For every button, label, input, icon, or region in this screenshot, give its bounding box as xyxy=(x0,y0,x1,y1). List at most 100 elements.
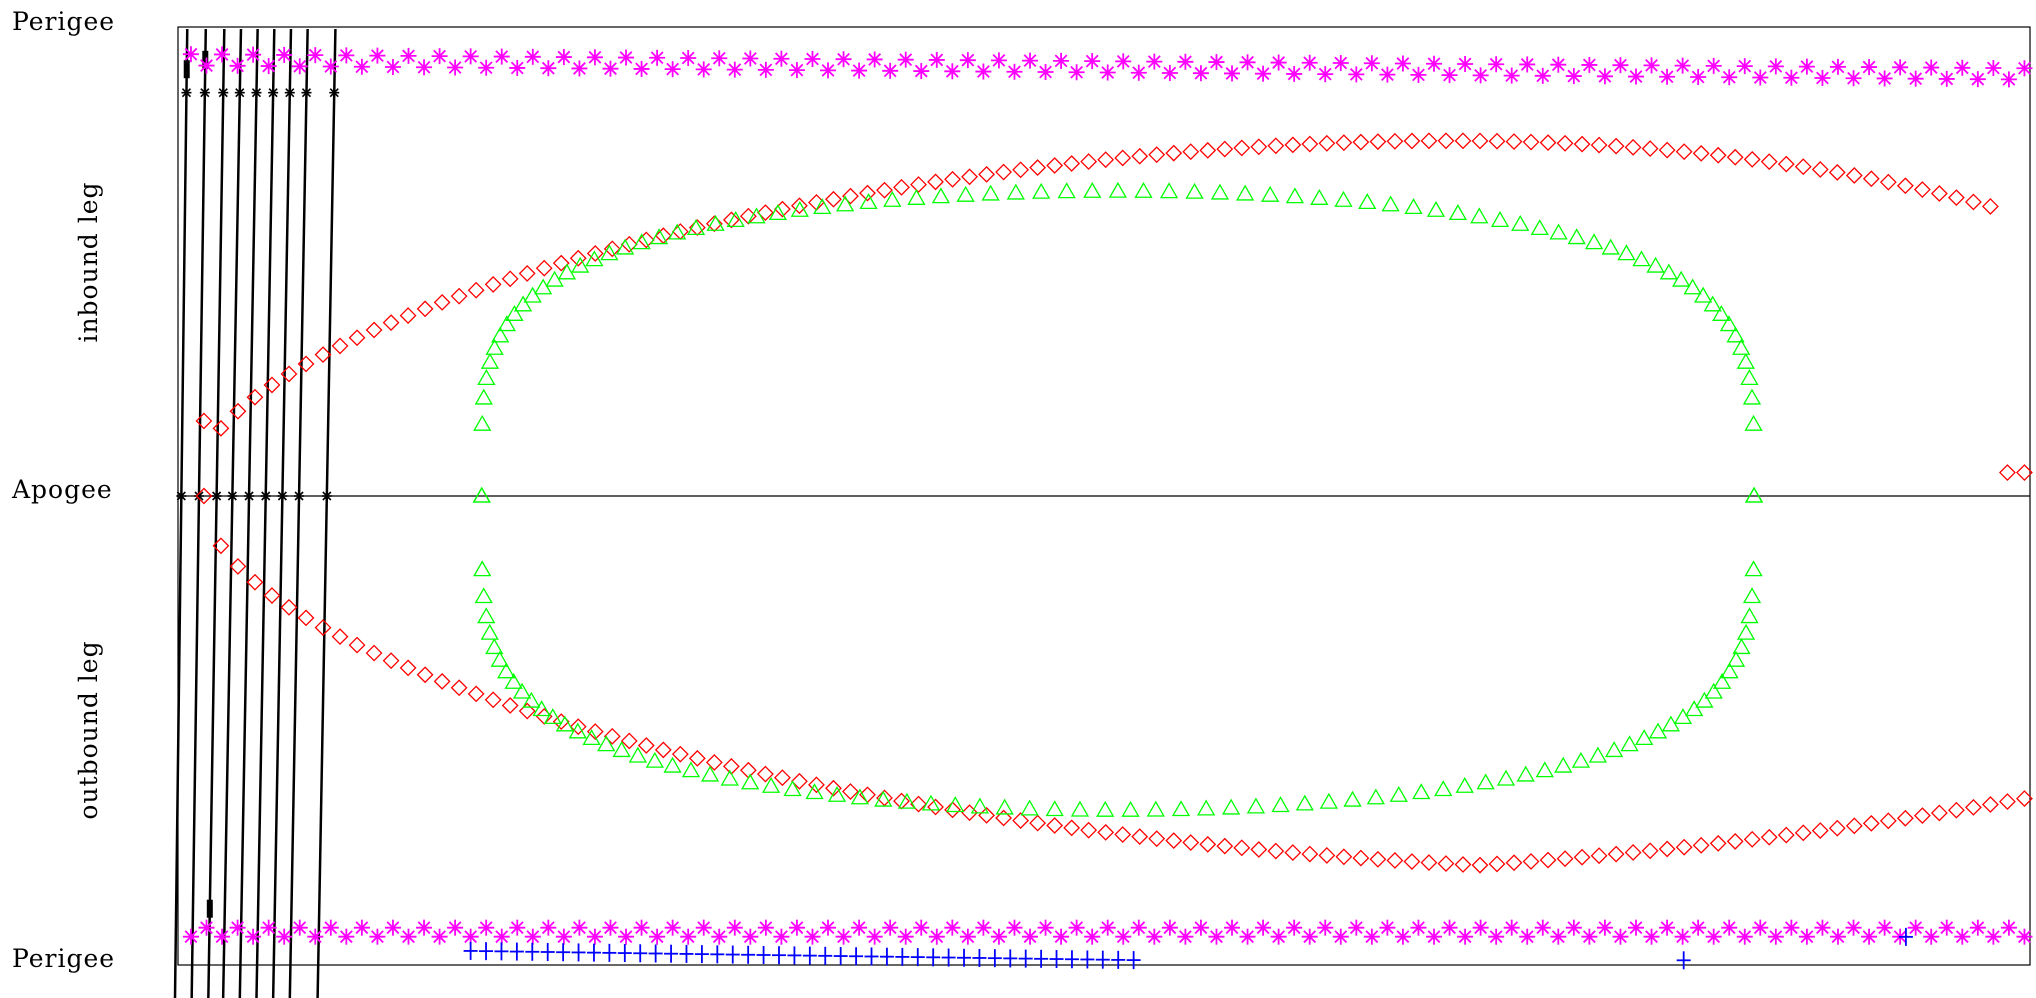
blue-plus-0-17 xyxy=(725,945,740,964)
red-diamond-in-98 xyxy=(1862,170,1880,188)
green-triangle-in-39 xyxy=(1108,181,1128,198)
magenta-asterisk-top-95 xyxy=(1659,68,1676,85)
red-diamond-in-26 xyxy=(637,231,655,249)
red-diamond-in-71 xyxy=(1403,132,1421,150)
green-triangle-in-3 xyxy=(477,369,496,386)
blue-plus-0-30 xyxy=(926,948,941,967)
red-diamond-out-71 xyxy=(1403,853,1421,870)
magenta-asterisk-bottom-104 xyxy=(1798,928,1815,945)
green-triangle-in-13 xyxy=(557,263,577,280)
magenta-asterisk-bottom-69 xyxy=(1255,919,1272,936)
red-diamond-out-10 xyxy=(365,644,383,662)
magenta-asterisk-top-47 xyxy=(913,63,930,80)
red-diamond-out-12 xyxy=(399,659,417,677)
magenta-asterisk-top-55 xyxy=(1037,64,1054,81)
green-triangle-in-16 xyxy=(600,244,619,261)
red-diamond-out-16 xyxy=(467,685,485,703)
red-diamond-in-86 xyxy=(1658,141,1676,159)
magenta-asterisk-top-41 xyxy=(820,62,837,79)
green-triangle-out-38 xyxy=(1070,800,1090,817)
red-diamond-in-33 xyxy=(756,204,774,222)
green-triangle-out-6 xyxy=(490,650,509,667)
green-triangle-out-43 xyxy=(1197,799,1216,816)
red-diamond-in-10 xyxy=(365,321,383,339)
magenta-asterisk-top-39 xyxy=(788,62,805,79)
red-diamond-out-66 xyxy=(1318,847,1336,864)
red-diamond-out-61 xyxy=(1233,839,1251,857)
green-triangle-out-62 xyxy=(1605,741,1624,758)
magenta-asterisk-top-98 xyxy=(1705,57,1722,74)
green-triangle-out-15 xyxy=(582,729,601,746)
red-diamond-in-13 xyxy=(416,300,434,318)
green-triangle-out-20 xyxy=(663,756,682,773)
magenta-asterisk-bottom-32 xyxy=(680,928,697,945)
magenta-asterisk-top-40 xyxy=(804,50,821,67)
magenta-asterisk-top-94 xyxy=(1643,57,1660,74)
magenta-asterisk-bottom-37 xyxy=(757,919,774,936)
magenta-asterisk-top-97 xyxy=(1690,69,1707,86)
red-diamond-out-35 xyxy=(791,772,808,790)
magenta-asterisk-top-100 xyxy=(1736,58,1753,75)
magenta-asterisk-top-30 xyxy=(649,49,666,66)
magenta-asterisk-top-105 xyxy=(1814,69,1831,86)
red-diamond-in-74 xyxy=(1454,132,1472,150)
magenta-asterisk-bottom-76 xyxy=(1363,928,1380,945)
magenta-asterisk-bottom-105 xyxy=(1814,919,1831,936)
green-triangle-out-3 xyxy=(477,607,496,624)
green-triangle-in-59 xyxy=(1567,228,1586,245)
black-asterisk-8-0 xyxy=(329,87,340,98)
magenta-asterisk-bottom-83 xyxy=(1472,919,1489,936)
blue-plus-0-5 xyxy=(540,942,555,961)
green-triangle-in-57 xyxy=(1530,219,1549,236)
green-triangle-out-2 xyxy=(474,587,493,604)
blue-plus-0-42 xyxy=(1111,950,1126,969)
green-triangle-out-12 xyxy=(543,708,562,725)
green-triangle-in-25 xyxy=(768,204,788,221)
magenta-asterisk-top-78 xyxy=(1394,55,1411,72)
red-diamond-in-94 xyxy=(1794,158,1812,176)
green-triangle-in-6 xyxy=(491,326,510,343)
red-diamond-in-35 xyxy=(791,197,808,215)
magenta-asterisk-top-71 xyxy=(1286,65,1303,82)
magenta-asterisk-bottom-58 xyxy=(1084,928,1101,945)
red-diamond-in-14 xyxy=(433,293,451,311)
green-triangle-out-28 xyxy=(827,785,847,802)
green-triangle-out-52 xyxy=(1412,783,1431,800)
green-triangle-in-0 xyxy=(472,486,491,503)
green-triangle-out-44 xyxy=(1222,798,1241,815)
red-diamond-in-29 xyxy=(688,219,706,237)
red-diamond-out-21 xyxy=(552,713,570,731)
black-tick-1 xyxy=(202,50,209,69)
magenta-asterisk-top-29 xyxy=(633,60,650,77)
magenta-asterisk-bottom-67 xyxy=(1224,919,1241,936)
magenta-asterisk-top-104 xyxy=(1798,58,1815,75)
magenta-asterisk-bottom-106 xyxy=(1829,928,1846,945)
red-diamond-in-17 xyxy=(484,275,502,293)
green-triangle-in-63 xyxy=(1632,250,1651,267)
magenta-asterisk-bottom-97 xyxy=(1690,919,1707,936)
magenta-asterisk-top-9 xyxy=(322,58,339,75)
red-diamond-out-48 xyxy=(1012,812,1030,829)
magenta-asterisk-bottom-95 xyxy=(1659,919,1676,936)
green-triangle-in-15 xyxy=(585,250,604,267)
magenta-asterisk-bottom-84 xyxy=(1488,928,1505,945)
blue-plus-0-1 xyxy=(479,942,494,961)
red-diamond-in-12 xyxy=(399,307,417,325)
magenta-asterisk-bottom-74 xyxy=(1332,928,1349,945)
green-triangle-out-75 xyxy=(1736,623,1756,640)
red-diamond-in-30 xyxy=(705,215,723,233)
green-triangle-out-63 xyxy=(1620,735,1639,752)
magenta-asterisk-bottom-91 xyxy=(1596,919,1613,936)
red-diamond-out-15 xyxy=(450,679,468,697)
magenta-asterisk-top-103 xyxy=(1783,69,1800,86)
green-triangle-in-77 xyxy=(1744,414,1763,431)
red-diamond-out-90 xyxy=(1726,832,1744,850)
green-triangle-out-13 xyxy=(555,715,574,732)
blue-plus-0-31 xyxy=(941,948,956,967)
magenta-asterisk-bottom-70 xyxy=(1270,928,1287,945)
magenta-asterisk-bottom-15 xyxy=(416,919,433,936)
red-diamond-in-47 xyxy=(995,163,1013,181)
green-triangle-out-33 xyxy=(946,796,965,813)
green-triangle-out-64 xyxy=(1635,729,1654,746)
red-diamond-in-25 xyxy=(620,235,638,253)
